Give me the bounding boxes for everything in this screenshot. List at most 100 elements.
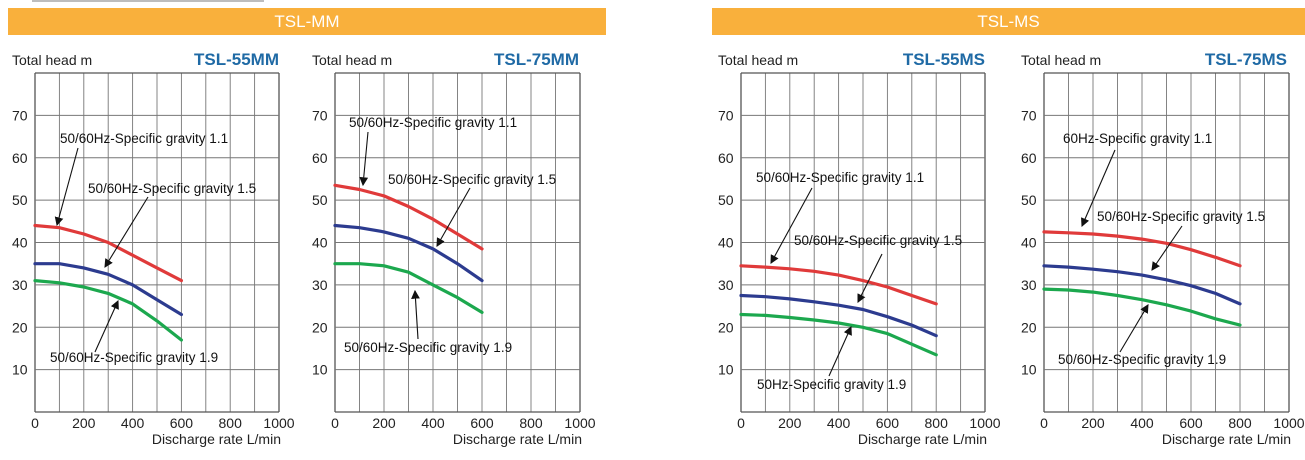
annotation-arrow [104,196,149,268]
series-label: 50/60Hz-Specific gravity 1.9 [1058,352,1226,367]
series-label: 50/60Hz-Specific gravity 1.5 [88,181,256,196]
y-tick-bg [1019,191,1041,208]
y-tick-bg [310,318,332,335]
y-tick-label: 50 [12,192,28,208]
series-label: 50/60Hz-Specific gravity 1.9 [344,340,512,355]
x-tick-label: 200 [72,415,96,431]
y-tick-label: 60 [312,150,328,166]
series-line-red [1042,230,1242,268]
x-tick-label: 400 [1130,415,1154,431]
annotation-arrow [54,147,79,227]
y-tick-label: 20 [718,319,734,335]
annotation-arrow [411,289,420,340]
y-tick-label: 40 [1021,235,1037,251]
y-tick-bg [1019,360,1041,377]
x-axis-label: Discharge rate L/min [1162,431,1291,447]
x-tick-label: 400 [421,415,445,431]
y-tick-label: 40 [718,235,734,251]
x-axis-label: Discharge rate L/min [152,431,281,447]
y-tick-bg [10,106,32,123]
series-label: 50/60Hz-Specific gravity 1.5 [794,233,962,248]
x-tick-label: 1000 [969,415,1000,431]
x-tick-label: 800 [925,415,949,431]
series-line-green [739,312,938,357]
y-tick-label: 20 [1021,319,1037,335]
series-label: 50/60Hz-Specific gravity 1.1 [349,115,517,130]
y-tick-label: 10 [718,362,734,378]
y-tick-bg [10,191,32,208]
x-tick-label: 800 [519,415,543,431]
series-line-red [333,183,484,251]
y-tick-label: 30 [312,277,328,293]
y-tick-bg [716,106,738,123]
series-line-green [33,279,183,342]
banner-tsl-mm: TSL-MM [8,8,606,35]
y-tick-bg [310,191,332,208]
y-tick-label: 50 [1021,192,1037,208]
series-label: 50/60Hz-Specific gravity 1.5 [1097,209,1265,224]
y-tick-bg [1019,318,1041,335]
series-label: 50/60Hz-Specific gravity 1.5 [388,172,556,187]
y-tick-bg [716,360,738,377]
y-tick-label: 60 [718,150,734,166]
series-line-green [333,262,484,314]
y-tick-label: 30 [718,277,734,293]
x-tick-label: 0 [31,415,39,431]
y-tick-bg [1019,106,1041,123]
y-axis-label: Total head m [718,52,798,68]
x-tick-label: 1000 [1273,415,1304,431]
chart-title: TSL-55MS [903,50,985,69]
x-tick-label: 0 [1040,415,1048,431]
y-tick-bg [10,148,32,165]
x-tick-label: 0 [331,415,339,431]
y-tick-label: 10 [12,362,28,378]
annotation-arrow [1081,149,1116,228]
y-tick-label: 60 [1021,150,1037,166]
annotation-arrow [828,325,852,377]
series-label: 50/60Hz-Specific gravity 1.9 [50,350,218,365]
annotation-arrow [857,253,883,303]
y-tick-label: 50 [718,192,734,208]
banner-tsl-ms: TSL-MS [712,8,1305,35]
x-tick-label: 600 [876,415,900,431]
x-tick-label: 600 [170,415,194,431]
x-tick-label: 200 [1081,415,1105,431]
y-axis-label: Total head m [312,52,392,68]
x-tick-label: 1000 [263,415,294,431]
series-label: 50/60Hz-Specific gravity 1.1 [756,170,924,185]
annotation-arrow [359,131,369,187]
y-tick-bg [1019,148,1041,165]
y-tick-bg [310,275,332,292]
y-tick-bg [10,233,32,250]
x-tick-label: 1000 [564,415,595,431]
y-tick-bg [716,275,738,292]
chart-title: TSL-55MM [194,50,279,69]
x-tick-label: 400 [121,415,145,431]
annotation-arrow [436,187,471,247]
x-tick-label: 800 [219,415,243,431]
y-tick-bg [716,233,738,250]
y-tick-label: 70 [1021,107,1037,123]
x-tick-label: 600 [1179,415,1203,431]
chart-title: TSL-75MS [1205,50,1287,69]
y-tick-label: 10 [1021,362,1037,378]
x-tick-label: 800 [1228,415,1252,431]
series-line-red [739,264,938,306]
y-tick-bg [310,233,332,250]
y-axis-label: Total head m [12,52,92,68]
y-tick-bg [10,318,32,335]
y-tick-bg [716,148,738,165]
series-label: 60Hz-Specific gravity 1.1 [1063,131,1212,146]
annotation-arrow [1119,304,1149,353]
y-tick-bg [716,191,738,208]
series-label: 50Hz-Specific gravity 1.9 [757,377,906,392]
series-line-green [1042,287,1242,327]
x-tick-label: 600 [470,415,494,431]
y-tick-bg [310,148,332,165]
y-tick-label: 70 [718,107,734,123]
y-tick-bg [1019,233,1041,250]
y-tick-label: 70 [12,107,28,123]
y-tick-bg [310,360,332,377]
y-tick-bg [716,318,738,335]
